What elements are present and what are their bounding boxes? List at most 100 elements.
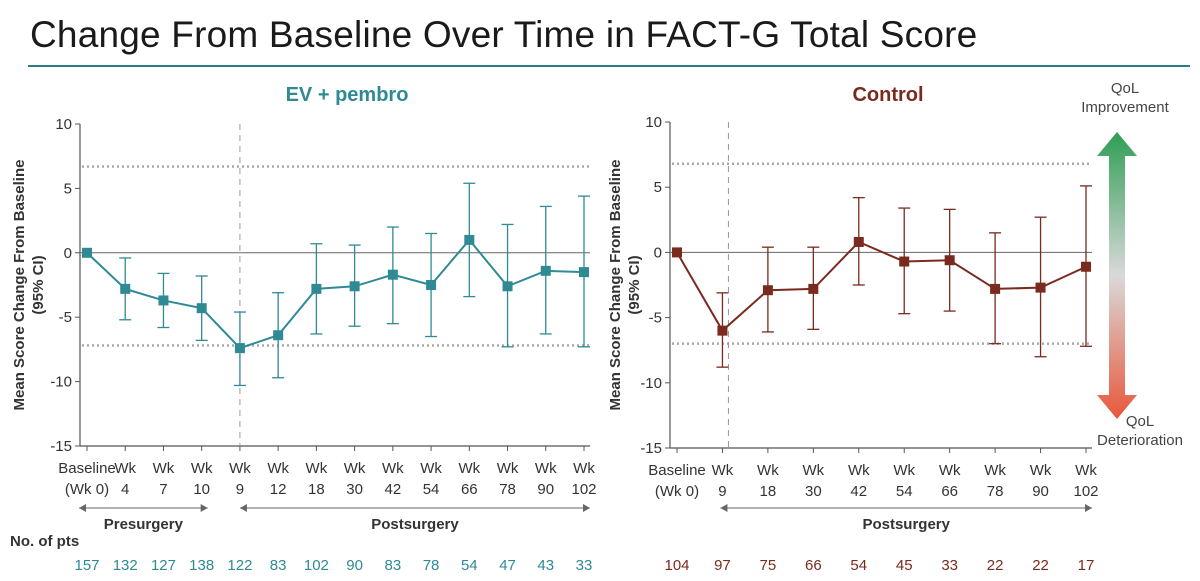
n-pts-value: 54 <box>850 557 867 574</box>
slide-title: Change From Baseline Over Time in FACT-G… <box>30 14 978 55</box>
x-tick-label: Wk <box>191 460 213 477</box>
y-tick-label: -15 <box>640 440 662 457</box>
series-line <box>86 238 585 350</box>
x-tick-label: 102 <box>1073 483 1098 500</box>
x-tick-label: Wk <box>114 460 136 477</box>
n-pts-value: 22 <box>987 557 1004 574</box>
x-tick-label: 78 <box>499 481 516 498</box>
legend-improve-line1: QoL <box>1111 80 1139 97</box>
y-tick-label: -5 <box>59 309 72 326</box>
y-axis-label: Mean Score Change From Baseline (95% CI) <box>11 160 47 411</box>
n-pts-value: 83 <box>385 557 402 574</box>
data-point <box>502 281 513 292</box>
data-point <box>120 283 131 294</box>
n-pts-value: 104 <box>664 557 689 574</box>
data-point <box>540 265 551 276</box>
n-pts-value: 33 <box>941 557 958 574</box>
x-tick-label: 42 <box>385 481 402 498</box>
x-tick-label: 54 <box>423 481 440 498</box>
qol-double-arrow <box>1097 132 1137 419</box>
x-tick-label: Wk <box>497 460 519 477</box>
legend-improve-line2: Improvement <box>1081 99 1169 116</box>
x-tick-label: Wk <box>382 460 404 477</box>
n-pts-value: 90 <box>346 557 363 574</box>
x-tick-label: 78 <box>987 483 1004 500</box>
x-tick-label: 12 <box>270 481 287 498</box>
y-tick-label: 0 <box>654 244 662 261</box>
data-point <box>349 281 360 292</box>
data-point <box>944 255 955 266</box>
n-pts-value: 97 <box>714 557 731 574</box>
segment-arrow-head-right <box>1085 504 1092 512</box>
x-tick-label: 9 <box>718 483 726 500</box>
legend-deteriorate-line2: Deterioration <box>1097 432 1183 449</box>
segment-label: Postsurgery <box>862 516 950 533</box>
x-tick-label: Wk <box>573 460 595 477</box>
y-tick-label: 10 <box>55 116 72 133</box>
n-pts-value: 66 <box>805 557 822 574</box>
segment-arrow-head-left <box>720 504 728 512</box>
data-point <box>426 280 437 290</box>
x-tick-label: Wk <box>535 460 557 477</box>
n-pts-value: 47 <box>499 557 516 574</box>
data-point <box>808 283 819 294</box>
segment-arrow-head-left <box>239 504 247 512</box>
segment-arrow-head-right <box>200 504 208 512</box>
y-axis-label-line1: Mean Score Change From Baseline <box>607 160 624 411</box>
n-pts-value: 78 <box>423 557 440 574</box>
x-tick-label: Wk <box>712 462 734 479</box>
x-tick-label: 54 <box>896 483 913 500</box>
x-tick-label: 30 <box>346 481 363 498</box>
x-tick-label: Wk <box>1075 462 1097 479</box>
data-point <box>234 343 245 354</box>
data-point <box>717 325 728 336</box>
x-tick-label: 7 <box>159 481 167 498</box>
segment-arrow <box>239 504 590 512</box>
x-tick-label: Wk <box>802 462 824 479</box>
y-axis-label-line1: Mean Score Change From Baseline <box>11 160 28 411</box>
n-pts-label: No. of pts <box>10 533 79 550</box>
x-tick-label: Wk <box>893 462 915 479</box>
y-tick-label: -15 <box>50 438 72 455</box>
n-pts-value: 83 <box>270 557 287 574</box>
x-tick-label: Wk <box>939 462 961 479</box>
y-tick-label: 5 <box>654 179 662 196</box>
segment-label: Presurgery <box>104 516 184 533</box>
data-point <box>273 330 284 341</box>
x-tick-label: Wk <box>848 462 870 479</box>
x-tick-label: Wk <box>420 460 442 477</box>
data-point <box>762 285 773 296</box>
n-pts-value: 17 <box>1078 557 1095 574</box>
x-tick-label: (Wk 0) <box>655 483 699 500</box>
segment-arrow-head-right <box>583 504 590 512</box>
data-point <box>82 247 92 258</box>
panel-title: EV + pembro <box>286 84 409 106</box>
data-point <box>672 247 682 258</box>
x-tick-label: 66 <box>941 483 958 500</box>
n-pts-value: 43 <box>537 557 554 574</box>
x-tick-label: Wk <box>153 460 175 477</box>
x-tick-label: 66 <box>461 481 478 498</box>
qol-legend: QoL Improvement QoL Deterioration <box>1081 80 1183 449</box>
x-tick-label: 10 <box>193 481 210 498</box>
x-tick-label: Baseline <box>58 460 116 477</box>
data-point <box>1035 282 1046 293</box>
data-point <box>579 267 589 278</box>
x-tick-label: 102 <box>571 481 596 498</box>
segment-arrow <box>79 504 208 512</box>
series-line <box>676 240 1087 333</box>
x-tick-label: Wk <box>306 460 328 477</box>
segment-label: Postsurgery <box>371 516 459 533</box>
data-point <box>311 283 322 294</box>
data-point <box>899 256 910 267</box>
n-pts-value: 33 <box>576 557 593 574</box>
n-pts-value: 22 <box>1032 557 1049 574</box>
x-tick-label: Wk <box>984 462 1006 479</box>
x-tick-label: Wk <box>458 460 480 477</box>
y-tick-label: -5 <box>649 310 662 327</box>
y-tick-label: -10 <box>640 375 662 392</box>
x-tick-label: Wk <box>344 460 366 477</box>
y-tick-label: 5 <box>64 180 72 197</box>
x-tick-label: 18 <box>308 481 325 498</box>
